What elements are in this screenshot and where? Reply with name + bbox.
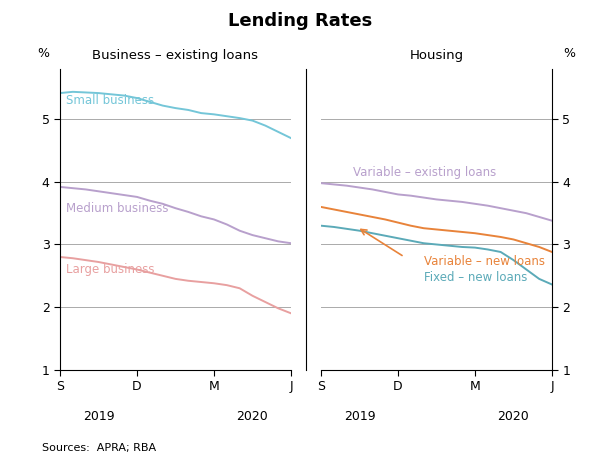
Text: Variable – new loans: Variable – new loans (424, 255, 545, 268)
Text: Medium business: Medium business (67, 202, 169, 215)
Text: %: % (37, 47, 49, 60)
Text: Housing: Housing (409, 49, 464, 62)
Text: 2019: 2019 (344, 410, 376, 423)
Text: Large business: Large business (67, 263, 155, 276)
Text: 2019: 2019 (83, 410, 115, 423)
Text: Small business: Small business (67, 94, 155, 107)
Text: %: % (563, 47, 575, 60)
Text: Sources:  APRA; RBA: Sources: APRA; RBA (42, 443, 156, 453)
Text: Fixed – new loans: Fixed – new loans (424, 271, 527, 284)
Text: 2020: 2020 (236, 410, 268, 423)
Text: Variable – existing loans: Variable – existing loans (353, 166, 496, 179)
Text: Business – existing loans: Business – existing loans (92, 49, 259, 62)
Text: 2020: 2020 (497, 410, 529, 423)
Text: Lending Rates: Lending Rates (228, 12, 372, 30)
